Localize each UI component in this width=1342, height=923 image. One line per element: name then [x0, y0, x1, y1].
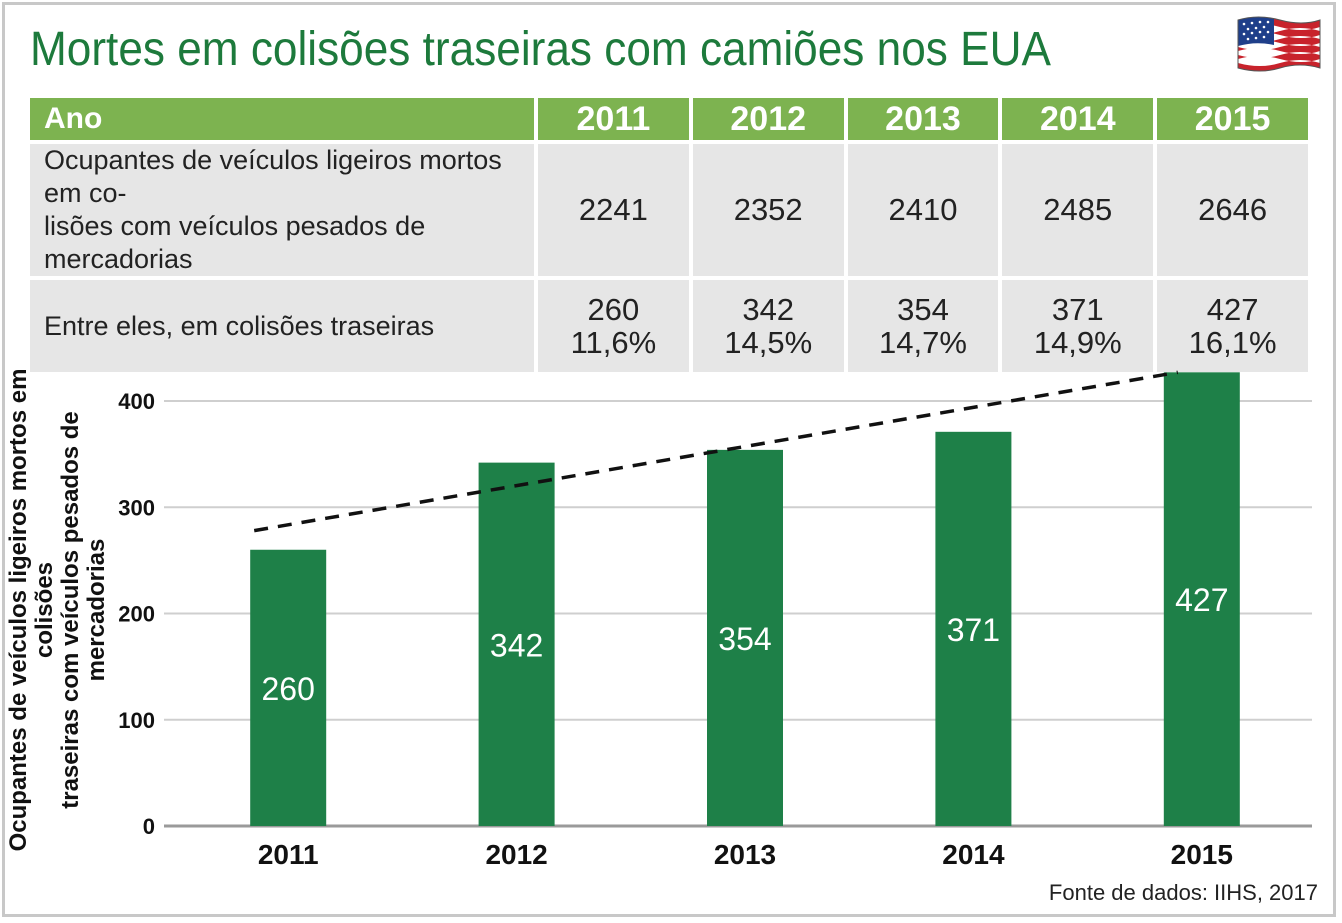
- rear-deaths-2013: 354 14,7%: [845, 278, 1003, 376]
- header-year-2015: 2015: [1155, 98, 1312, 144]
- trend-line: [253, 370, 1179, 533]
- bar-value-label: 371: [947, 612, 1000, 648]
- data-source: Fonte de dados: IIHS, 2017: [1048, 880, 1318, 905]
- rear-count: 354: [897, 292, 949, 327]
- page-title: Mortes em colisões traseiras com camiões…: [30, 23, 1051, 76]
- bar-2015: [1163, 372, 1240, 826]
- x-tick-label: 2014: [942, 839, 1005, 870]
- header-year-2014: 2014: [1000, 98, 1158, 144]
- bar-2013: [707, 449, 783, 826]
- y-tick-label: 0: [143, 814, 155, 839]
- rear-count: 342: [742, 292, 795, 327]
- row-label-line: lisões com veículos pesados de mercadori…: [44, 211, 426, 274]
- deaths-table: Ano 2011 2012 2013 2014 2015 Ocupantes d…: [30, 98, 1312, 376]
- total-deaths-2011: 2241: [536, 142, 693, 280]
- rear-percent: 14,5%: [724, 325, 813, 360]
- row-label-rear-collisions: Entre eles, em colisões traseiras: [30, 278, 538, 376]
- usa-flag-icon: [1237, 16, 1321, 72]
- table-header-row: Ano 2011 2012 2013 2014 2015: [30, 98, 1312, 144]
- total-deaths-2015: 2646: [1155, 142, 1312, 280]
- rear-percent: 16,1%: [1188, 325, 1277, 360]
- bar-value-label: 354: [718, 621, 771, 657]
- y-tick-label: 200: [118, 602, 155, 627]
- header-year-2012: 2012: [690, 98, 848, 144]
- rear-percent: 14,7%: [879, 325, 967, 360]
- bar-value-label: 342: [490, 627, 543, 663]
- bar-value-label: 260: [262, 671, 315, 707]
- rear-count: 371: [1051, 292, 1104, 327]
- x-tick-label: 2012: [485, 839, 547, 870]
- total-deaths-2014: 2485: [1000, 142, 1158, 280]
- bar-2012: [478, 462, 555, 826]
- rear-deaths-2014: 371 14,9%: [1000, 278, 1158, 376]
- rear-deaths-2011: 260 11,6%: [536, 278, 693, 376]
- total-deaths-2012: 2352: [690, 142, 848, 280]
- row-label-line: Ocupantes de veículos ligeiros mortos em…: [44, 145, 502, 208]
- bar-2014: [935, 431, 1012, 826]
- total-deaths-2013: 2410: [845, 142, 1003, 280]
- bar-chart: 0 100 200 300 400 260 2011 342 2012 354 2013 371 201…: [118, 370, 1312, 870]
- rear-count: 427: [1206, 292, 1259, 327]
- rear-deaths-2012: 342 14,5%: [690, 278, 848, 376]
- y-tick-label: 300: [118, 495, 155, 520]
- header-year-2013: 2013: [845, 98, 1003, 144]
- rear-percent: 14,9%: [1033, 325, 1122, 360]
- x-tick-label: 2011: [258, 839, 319, 870]
- table-row-rear-collisions: Entre eles, em colisões traseiras 260 11,…: [30, 278, 1312, 376]
- y-tick-label: 100: [118, 708, 155, 733]
- bar-value-label: 427: [1175, 582, 1228, 618]
- row-label-total-deaths: Ocupantes de veículos ligeiros mortos em…: [30, 142, 538, 280]
- table-row-total-deaths: Ocupantes de veículos ligeiros mortos em…: [30, 142, 1312, 280]
- rear-deaths-2015: 427 16,1%: [1155, 278, 1312, 376]
- header-year-2011: 2011: [536, 98, 693, 144]
- header-year-label: Ano: [30, 98, 538, 144]
- y-tick-label: 400: [118, 389, 155, 414]
- rear-count: 260: [587, 292, 640, 327]
- x-tick-label: 2015: [1171, 839, 1233, 870]
- x-tick-label: 2013: [714, 839, 776, 870]
- bar-2011: [250, 549, 327, 826]
- rear-percent: 11,6%: [570, 325, 657, 360]
